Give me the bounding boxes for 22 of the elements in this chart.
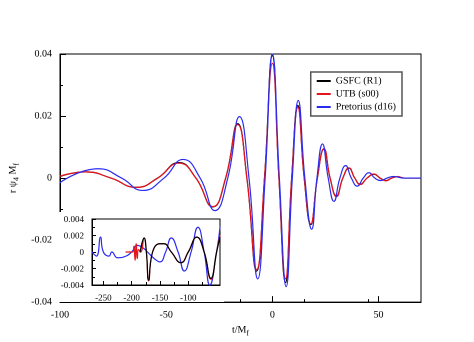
x-tick-label: -150 <box>152 292 169 302</box>
x-tick-label: 50 <box>374 310 384 321</box>
x-tick-label: 0 <box>270 310 275 321</box>
y-tick-label: 0.002 <box>64 230 84 240</box>
x-tick-label: -100 <box>50 310 70 321</box>
y-tick-label: -0.002 <box>60 264 84 274</box>
legend-label: UTB (s00) <box>336 88 379 100</box>
y-tick-label: 0.02 <box>34 110 52 122</box>
x-tick-label: -50 <box>160 310 173 321</box>
y-tick-label: 0.04 <box>34 48 52 60</box>
x-tick-label: -200 <box>123 292 140 302</box>
x-tick-label: -100 <box>180 292 198 302</box>
y-tick-label: 0 <box>80 247 84 257</box>
y-axis-title: r ψ4 Mf <box>8 162 20 194</box>
y-tick-label: -0.004 <box>60 280 84 290</box>
y-tick-label: -0.04 <box>31 296 52 308</box>
y-tick-label: 0 <box>47 172 52 184</box>
y-tick-label: -0.02 <box>31 234 52 246</box>
legend-label: GSFC (R1) <box>336 76 382 86</box>
x-tick-label: -250 <box>95 292 112 302</box>
legend-label: Pretorius (d16) <box>336 102 396 112</box>
y-tick-label: 0.004 <box>64 214 84 224</box>
